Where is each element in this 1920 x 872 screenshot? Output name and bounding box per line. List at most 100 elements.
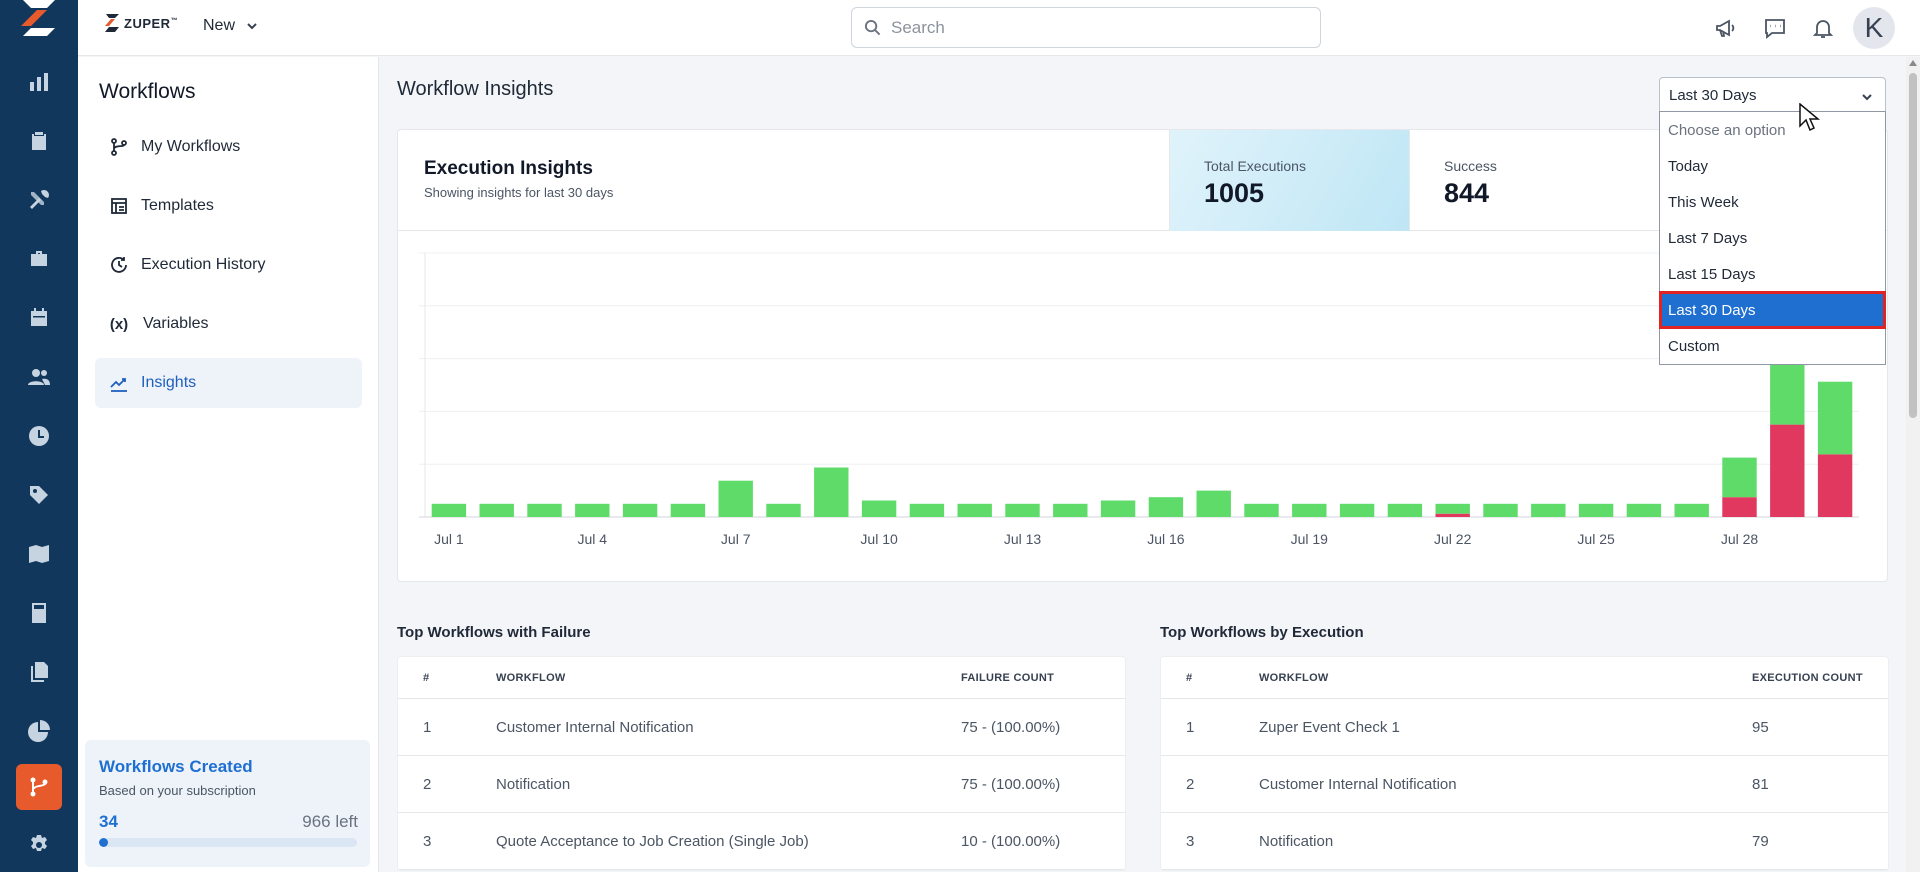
row-number: 3 bbox=[423, 833, 432, 850]
total-executions-stat[interactable]: Total Executions 1005 bbox=[1169, 130, 1409, 231]
chart-bar-jul-16-series-1[interactable] bbox=[1148, 497, 1184, 517]
workflow-name[interactable]: Quote Acceptance to Job Creation (Single… bbox=[496, 833, 809, 850]
page-scrollbar[interactable] bbox=[1906, 57, 1920, 872]
chart-bar-jul-25-series-1[interactable] bbox=[1578, 503, 1614, 517]
chart-bar-jul-7-series-1[interactable] bbox=[718, 480, 753, 517]
tag-icon[interactable] bbox=[19, 475, 59, 515]
chat-icon[interactable] bbox=[1760, 13, 1790, 43]
option-custom[interactable]: Custom bbox=[1668, 337, 1720, 355]
pie-chart-icon[interactable] bbox=[19, 711, 59, 751]
chart-bar-jul-30-series-1[interactable] bbox=[1817, 381, 1853, 455]
table-row[interactable]: 3 Notification 79 bbox=[1161, 813, 1888, 870]
sidebar-item-insights[interactable]: Insights bbox=[95, 358, 362, 408]
table-row[interactable]: 2 Customer Internal Notification 81 bbox=[1161, 756, 1888, 813]
chart-tick-label: Jul 10 bbox=[860, 531, 898, 547]
chart-bar-jul-28-series-0[interactable] bbox=[1722, 497, 1757, 517]
sidebar-item-variables[interactable]: (x) Variables bbox=[95, 299, 362, 349]
row-number: 1 bbox=[1186, 719, 1195, 736]
option-last-7-days[interactable]: Last 7 Days bbox=[1668, 229, 1748, 247]
chart-bar-jul-11-series-1[interactable] bbox=[909, 503, 945, 517]
documents-icon[interactable] bbox=[19, 652, 59, 692]
brand-logo[interactable]: ZUPER™ bbox=[104, 14, 178, 32]
tools-icon[interactable] bbox=[19, 180, 59, 220]
chart-bar-jul-26-series-1[interactable] bbox=[1626, 503, 1662, 517]
chart-bar-jul-22-series-0[interactable] bbox=[1435, 513, 1470, 517]
workflow-icon[interactable] bbox=[16, 764, 62, 810]
zuper-logo-icon[interactable] bbox=[17, 0, 61, 36]
chart-bar-jul-10-series-1[interactable] bbox=[861, 500, 897, 518]
workflow-name[interactable]: Customer Internal Notification bbox=[496, 719, 694, 736]
chart-bar-jul-21-series-1[interactable] bbox=[1387, 503, 1423, 517]
top-bar: ZUPER™ New K bbox=[78, 0, 1920, 56]
clipboard-icon[interactable] bbox=[19, 121, 59, 161]
bell-icon[interactable] bbox=[1808, 13, 1838, 43]
column-header[interactable]: WORKFLOW bbox=[1259, 672, 1329, 684]
workflow-name[interactable]: Notification bbox=[1259, 833, 1334, 850]
scrollbar-thumb[interactable] bbox=[1909, 73, 1917, 418]
chart-bar-jul-6-series-1[interactable] bbox=[670, 503, 706, 517]
table-row[interactable]: 1 Zuper Event Check 1 95 bbox=[1161, 699, 1888, 756]
sidebar-item-execution-history[interactable]: Execution History bbox=[95, 240, 362, 290]
sidebar-item-label: Insights bbox=[141, 374, 197, 391]
chart-bar-jul-15-series-1[interactable] bbox=[1100, 500, 1136, 518]
table-row[interactable]: 3 Quote Acceptance to Job Creation (Sing… bbox=[398, 813, 1125, 870]
workflow-name[interactable]: Customer Internal Notification bbox=[1259, 776, 1457, 793]
column-header[interactable]: FAILURE COUNT bbox=[961, 672, 1055, 684]
workflow-name[interactable]: Notification bbox=[496, 776, 571, 793]
date-range-select[interactable]: Last 30 Days bbox=[1659, 77, 1886, 114]
chart-tick-label: Jul 22 bbox=[1434, 531, 1472, 547]
chart-bar-jul-1-series-1[interactable] bbox=[431, 503, 467, 517]
chart-bar-jul-17-series-1[interactable] bbox=[1196, 490, 1231, 517]
chart-bar-jul-5-series-1[interactable] bbox=[622, 503, 658, 517]
search-input[interactable] bbox=[891, 17, 1291, 38]
settings-icon[interactable] bbox=[19, 825, 59, 865]
chart-bar-jul-14-series-1[interactable] bbox=[1053, 503, 1088, 517]
chart-bar-jul-19-series-1[interactable] bbox=[1292, 503, 1327, 517]
chart-bar-jul-8-series-1[interactable] bbox=[766, 503, 801, 517]
chart-bar-jul-30-series-0[interactable] bbox=[1817, 454, 1853, 517]
workflow-name[interactable]: Zuper Event Check 1 bbox=[1259, 719, 1400, 736]
chart-bar-jul-23-series-1[interactable] bbox=[1483, 503, 1518, 517]
option-last-15-days[interactable]: Last 15 Days bbox=[1668, 265, 1756, 283]
quota-subtitle: Based on your subscription bbox=[99, 783, 256, 798]
table-row[interactable]: 2 Notification 75 - (100.00%) bbox=[398, 756, 1125, 813]
chart-bar-jul-24-series-1[interactable] bbox=[1531, 503, 1566, 517]
zuper-mark-icon bbox=[105, 14, 119, 32]
table-row[interactable]: 1 Customer Internal Notification 75 - (1… bbox=[398, 699, 1125, 756]
chart-bar-jul-3-series-1[interactable] bbox=[527, 503, 562, 517]
chart-bar-jul-29-series-0[interactable] bbox=[1770, 424, 1805, 517]
avatar[interactable]: K bbox=[1853, 7, 1895, 49]
chart-bar-jul-2-series-1[interactable] bbox=[479, 503, 514, 517]
sidebar-item-my-workflows[interactable]: My Workflows bbox=[95, 122, 362, 172]
column-header[interactable]: EXECUTION COUNT bbox=[1752, 672, 1863, 684]
new-button[interactable]: New bbox=[203, 17, 259, 35]
failure-table-title: Top Workflows with Failure bbox=[397, 624, 591, 641]
option-choose[interactable]: Choose an option bbox=[1668, 121, 1786, 139]
row-number: 1 bbox=[423, 719, 432, 736]
chart-bar-jul-4-series-1[interactable] bbox=[575, 503, 610, 517]
option-last-30-days[interactable]: Last 30 Days bbox=[1659, 291, 1886, 329]
map-icon[interactable] bbox=[19, 534, 59, 574]
calculator-icon[interactable] bbox=[19, 593, 59, 633]
option-today[interactable]: Today bbox=[1668, 157, 1709, 175]
calendar-icon[interactable] bbox=[19, 298, 59, 338]
success-stat[interactable]: Success 844 bbox=[1409, 130, 1649, 231]
chart-bar-jul-9-series-1[interactable] bbox=[814, 467, 849, 518]
clock-icon[interactable] bbox=[19, 416, 59, 456]
column-header[interactable]: WORKFLOW bbox=[496, 672, 566, 684]
sidebar-item-templates[interactable]: Templates bbox=[95, 181, 362, 231]
option-this-week[interactable]: This Week bbox=[1668, 193, 1739, 211]
chart-bar-jul-22-series-1[interactable] bbox=[1435, 503, 1470, 514]
chart-bar-jul-13-series-1[interactable] bbox=[1005, 503, 1040, 517]
chart-bar-jul-18-series-1[interactable] bbox=[1244, 503, 1279, 517]
briefcase-icon[interactable] bbox=[19, 239, 59, 279]
users-icon[interactable] bbox=[19, 357, 59, 397]
scroll-up-icon[interactable] bbox=[1909, 60, 1917, 66]
dashboard-icon[interactable] bbox=[19, 62, 59, 102]
chart-bar-jul-27-series-1[interactable] bbox=[1674, 503, 1709, 517]
chart-bar-jul-12-series-1[interactable] bbox=[957, 503, 992, 517]
search-box[interactable] bbox=[851, 7, 1321, 48]
announcement-icon[interactable] bbox=[1711, 13, 1741, 43]
chart-bar-jul-28-series-1[interactable] bbox=[1722, 457, 1757, 498]
chart-bar-jul-20-series-1[interactable] bbox=[1339, 503, 1375, 517]
